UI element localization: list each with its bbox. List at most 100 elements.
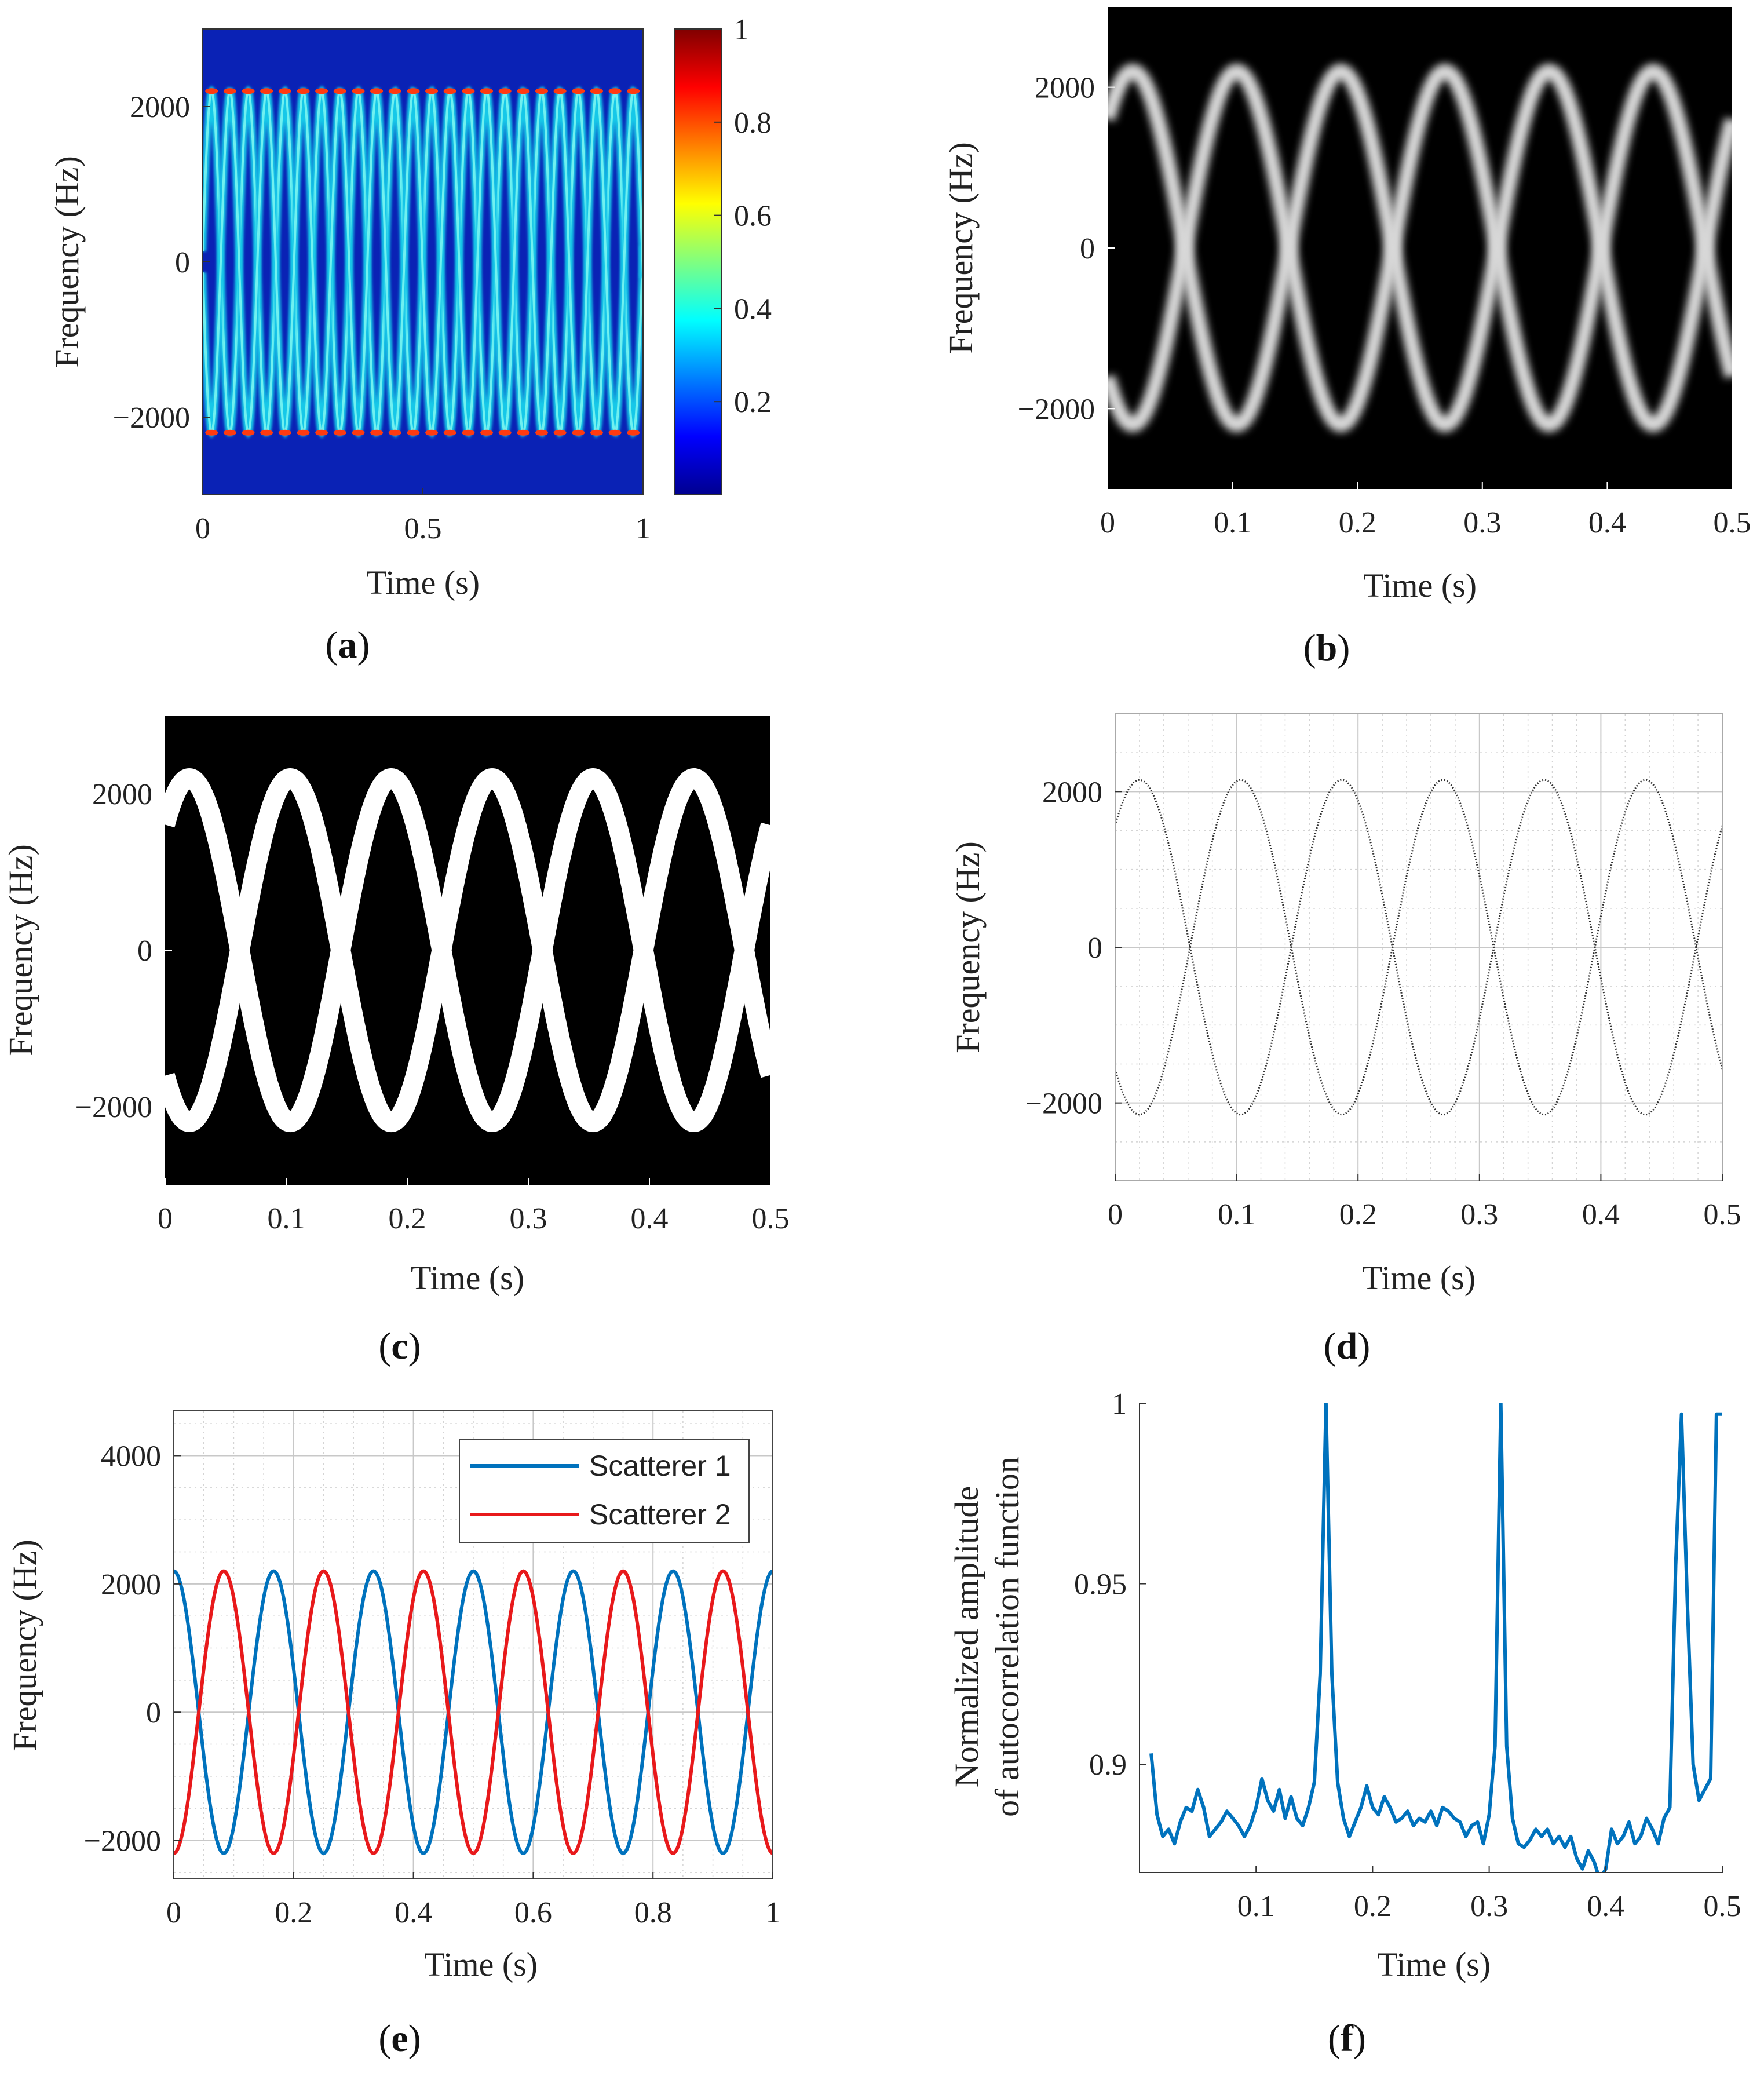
x-tick-label: 0.5 bbox=[404, 512, 442, 545]
hotspot-a bbox=[278, 429, 291, 436]
autocorr-line bbox=[1149, 1403, 1722, 1873]
hotspot-a bbox=[608, 88, 622, 94]
colorbar-tick-label: 0.6 bbox=[734, 200, 772, 233]
ridge-a-2 bbox=[203, 89, 643, 435]
hotspot-a bbox=[333, 88, 346, 94]
hotspot-a bbox=[517, 88, 530, 94]
caption-f: (f) bbox=[1328, 2017, 1366, 2060]
axes-e: 0 0.2 0.4 0.6 0.8 1 −2000 0 2000 4000 bbox=[84, 1440, 780, 1929]
xlabel-f: Time (s) bbox=[1377, 1946, 1491, 1983]
hotspot-a bbox=[205, 429, 218, 436]
hotspot-a bbox=[260, 88, 273, 94]
xlabel-d: Time (s) bbox=[1362, 1259, 1476, 1297]
ylabel-d: Frequency (Hz) bbox=[949, 841, 987, 1053]
hotspot-a bbox=[407, 88, 420, 94]
hotspot-a bbox=[553, 429, 567, 436]
ridge-c-2 bbox=[165, 768, 770, 1133]
y-tick-label: 2000 bbox=[92, 778, 152, 811]
axes-c: 0 0.1 0.2 0.3 0.4 0.5 −2000 0 2000 bbox=[75, 778, 790, 1235]
y-tick-label: −2000 bbox=[1025, 1087, 1102, 1121]
ylabel-f-line2: of autocorrelation function bbox=[988, 1457, 1026, 1817]
panel-b: 0 0.1 0.2 0.3 0.4 0.5 −2000 0 2000 Time (s) Freq… bbox=[942, 7, 1751, 669]
legend-label-scatterer-1: Scatterer 1 bbox=[589, 1450, 731, 1482]
panel-c: 0 0.1 0.2 0.3 0.4 0.5 −2000 0 2000 Time (s) Freq… bbox=[2, 716, 790, 1367]
y-tick-label: −2000 bbox=[75, 1091, 152, 1124]
x-tick-label: 0 bbox=[1100, 506, 1115, 539]
panel-d: 0 0.1 0.2 0.3 0.4 0.5 −2000 0 2000 Time (s) Freq… bbox=[949, 713, 1741, 1367]
colorbar-ticks-a: 0.2 0.4 0.6 0.8 1 bbox=[714, 13, 772, 419]
x-tick-label: 0.2 bbox=[1354, 1890, 1392, 1923]
x-tick-label: 0.4 bbox=[1582, 1198, 1620, 1231]
x-tick-label: 0.2 bbox=[1339, 506, 1376, 539]
colorbar-tick-label: 0.2 bbox=[734, 386, 772, 419]
y-tick-label: 0.95 bbox=[1074, 1568, 1127, 1601]
x-tick-label: 1 bbox=[765, 1896, 780, 1929]
caption-e: (e) bbox=[378, 2017, 421, 2060]
x-tick-label: 0.4 bbox=[1587, 1890, 1624, 1923]
x-tick-label: 0 bbox=[158, 1202, 173, 1235]
ridge-b-2 bbox=[1108, 63, 1732, 433]
curves-b bbox=[1108, 63, 1732, 433]
hotspot-a bbox=[627, 429, 640, 436]
x-tick-label: 0.2 bbox=[275, 1896, 312, 1929]
hotspot-a bbox=[590, 429, 603, 436]
x-tick-label: 0.3 bbox=[1460, 1198, 1498, 1231]
axes-b: 0 0.1 0.2 0.3 0.4 0.5 −2000 0 2000 bbox=[1018, 72, 1751, 539]
xlabel-c: Time (s) bbox=[411, 1259, 524, 1297]
x-tick-label: 0.1 bbox=[1237, 1890, 1275, 1923]
hotspot-a bbox=[242, 429, 255, 436]
axes-a: 0 0.5 1 −2000 0 2000 bbox=[113, 91, 651, 545]
hotspot-a bbox=[590, 88, 603, 94]
legend-label-scatterer-2: Scatterer 2 bbox=[589, 1498, 731, 1531]
hotspot-a bbox=[370, 88, 384, 94]
axes-d: 0 0.1 0.2 0.3 0.4 0.5 −2000 0 2000 bbox=[1025, 776, 1741, 1231]
x-tick-label: 0.2 bbox=[389, 1202, 426, 1235]
hotspot-a bbox=[352, 88, 365, 94]
hotspot-a bbox=[297, 429, 310, 436]
x-tick-label: 0.4 bbox=[631, 1202, 669, 1235]
x-tick-label: 0.3 bbox=[1463, 506, 1501, 539]
curves-e bbox=[174, 1569, 773, 1855]
ylabel-a: Frequency (Hz) bbox=[48, 156, 86, 368]
axes-f: 0.1 0.2 0.3 0.4 0.5 0.9 0.95 1 bbox=[1074, 1388, 1741, 1923]
hotspot-a bbox=[480, 429, 494, 436]
curves-a bbox=[203, 85, 643, 439]
hotspot-a bbox=[352, 429, 365, 436]
y-tick-label: −2000 bbox=[1018, 393, 1095, 426]
ridge-c-1 bbox=[165, 768, 770, 1133]
y-tick-label: 0 bbox=[146, 1696, 161, 1729]
colorbar-tick-label: 0.4 bbox=[734, 293, 772, 326]
curves-c bbox=[165, 768, 770, 1133]
ylabel-b: Frequency (Hz) bbox=[942, 142, 980, 354]
panel-e: 0 0.2 0.4 0.6 0.8 1 −2000 0 2000 4000 Scatterer 1… bbox=[6, 1410, 780, 2060]
y-tick-label: 4000 bbox=[101, 1440, 161, 1473]
hotspot-a bbox=[388, 429, 401, 436]
caption-d: (d) bbox=[1324, 1325, 1371, 1367]
colorbar-a bbox=[674, 28, 722, 495]
colorbar-tick-label: 0.8 bbox=[734, 107, 772, 140]
xlabel-e: Time (s) bbox=[424, 1946, 538, 1983]
y-tick-label: −2000 bbox=[113, 402, 190, 435]
x-tick-label: 0 bbox=[1108, 1198, 1123, 1231]
hotspot-a bbox=[223, 88, 236, 94]
y-tick-label: 1 bbox=[1112, 1388, 1127, 1421]
panel-a: 0.2 0.4 0.6 0.8 1 0 0.5 1 −2000 0 2000 Time (s) F… bbox=[48, 13, 772, 666]
hotspot-a bbox=[315, 88, 328, 94]
hotspot-a bbox=[388, 88, 401, 94]
hotspot-a bbox=[205, 88, 218, 94]
hotspot-a bbox=[535, 88, 548, 94]
hotspot-a bbox=[517, 429, 530, 436]
hotspot-a bbox=[480, 88, 494, 94]
hotspot-a bbox=[572, 88, 585, 94]
hotspot-a bbox=[462, 429, 475, 436]
hotspot-a bbox=[498, 429, 512, 436]
x-tick-label: 0 bbox=[195, 512, 210, 545]
legend-e: Scatterer 1 Scatterer 2 bbox=[459, 1439, 750, 1543]
hotspot-a bbox=[627, 88, 640, 94]
hotspot-a bbox=[572, 429, 585, 436]
x-tick-label: 1 bbox=[636, 512, 651, 545]
caption-c: (c) bbox=[378, 1325, 421, 1367]
ridge-b-1 bbox=[1108, 63, 1732, 433]
xlabel-b: Time (s) bbox=[1363, 567, 1477, 604]
